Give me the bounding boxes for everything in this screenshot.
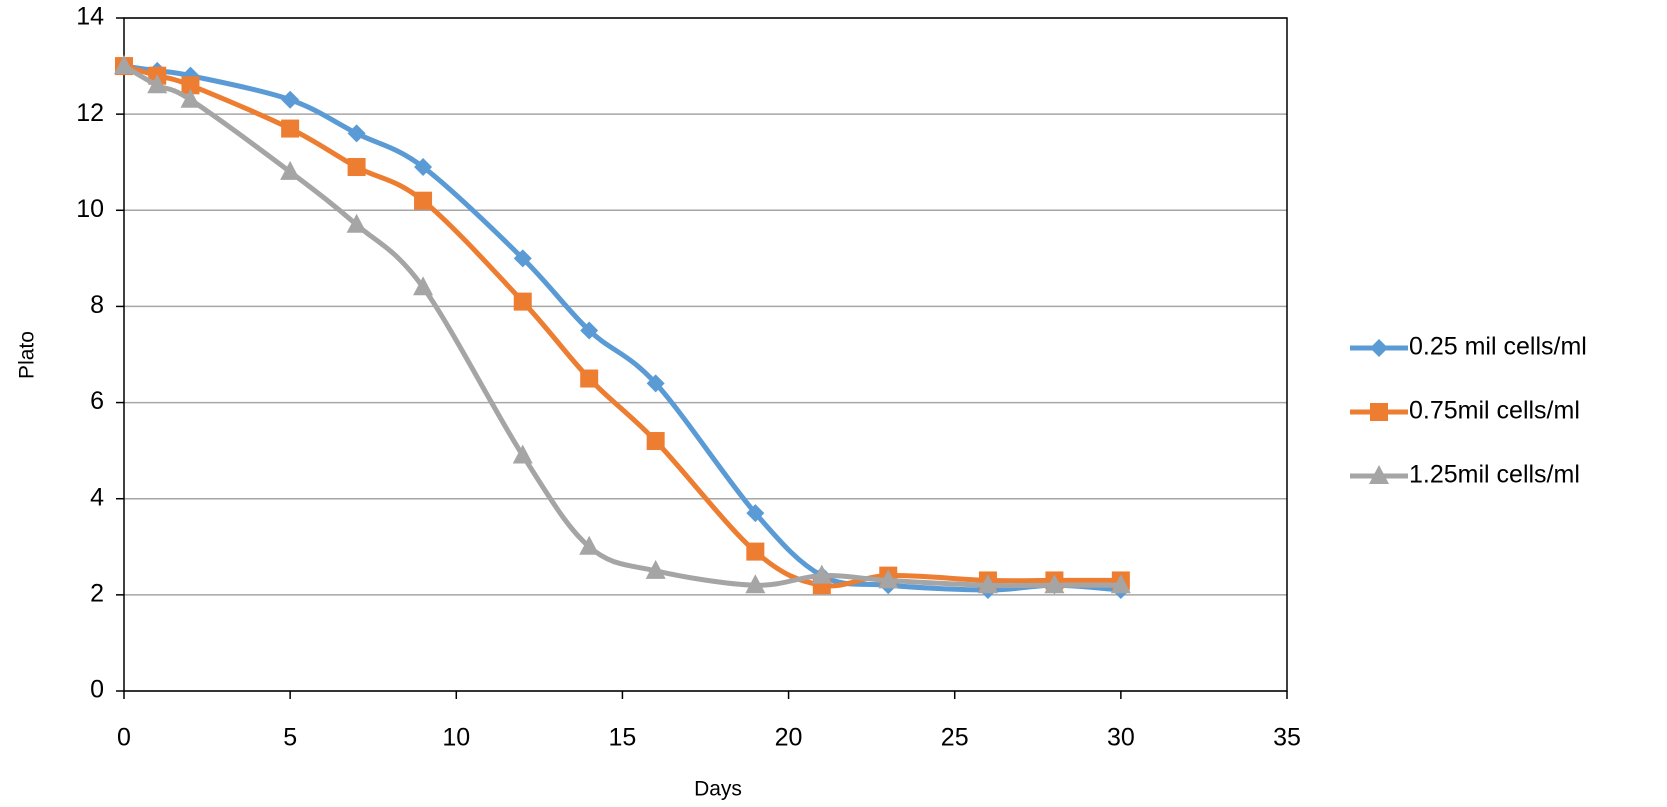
x-tick-label: 5	[283, 724, 297, 752]
series-line	[124, 66, 1121, 586]
marker	[414, 192, 432, 210]
y-tick-label: 4	[90, 483, 104, 511]
chart: Days Plato 0 2 4 6 8 10 12 14 0 5 10 15 20 25 30 35 0.25…	[0, 0, 1667, 807]
x-tick-label: 10	[442, 724, 470, 752]
x-tick-label: 0	[117, 724, 131, 752]
series-line	[124, 66, 1121, 590]
marker	[348, 124, 366, 142]
marker	[281, 120, 299, 138]
legend-label: 0.75mil cells/ml	[1409, 397, 1580, 425]
y-axis-title: Plato	[16, 331, 39, 379]
y-tick-label: 14	[76, 3, 104, 31]
marker	[746, 543, 764, 561]
marker	[281, 91, 299, 109]
legend-marker	[1370, 339, 1388, 357]
marker	[580, 370, 598, 388]
x-axis-title: Days	[694, 778, 742, 801]
marker	[647, 432, 665, 450]
y-tick-label: 8	[90, 291, 104, 319]
y-tick-label: 2	[90, 579, 104, 607]
x-tick-label: 25	[941, 724, 969, 752]
x-tick-label: 30	[1107, 724, 1135, 752]
marker	[514, 293, 532, 311]
legend-label: 1.25mil cells/ml	[1409, 461, 1580, 489]
legend-marker	[1370, 403, 1388, 421]
y-tick-label: 6	[90, 387, 104, 415]
legend-label: 0.25 mil cells/ml	[1409, 333, 1587, 361]
x-tick-label: 35	[1273, 724, 1301, 752]
y-tick-label: 12	[76, 99, 104, 127]
marker	[348, 158, 366, 176]
x-tick-label: 15	[609, 724, 637, 752]
y-tick-label: 10	[76, 195, 104, 223]
x-tick-label: 20	[775, 724, 803, 752]
y-tick-label: 0	[90, 676, 104, 704]
series-line	[124, 66, 1121, 586]
